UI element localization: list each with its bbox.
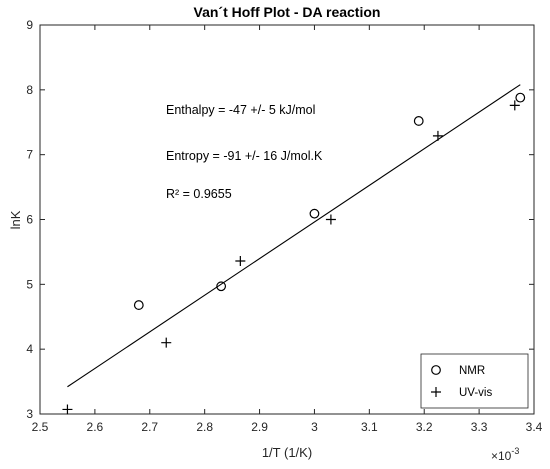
fit-line-group [67, 84, 521, 388]
x-axis-ticks: 2.5 2.6 2.7 2.8 2.9 3 3.1 3.2 3.3 3.4 [32, 25, 543, 434]
x-tick-label: 2.5 [32, 420, 49, 434]
y-axis-ticks: 3 4 5 6 7 8 9 [26, 18, 534, 421]
y-tick-label: 7 [26, 148, 33, 162]
x-tick-label: 3.3 [471, 420, 488, 434]
x-tick-label: 2.8 [196, 420, 213, 434]
x-axis-exponent-power: -3 [511, 446, 519, 456]
data-point-uv-vis [235, 255, 246, 266]
y-axis-label: lnK [8, 210, 23, 229]
y-tick-label: 5 [26, 277, 33, 291]
annotation-enthalpy: Enthalpy = -47 +/- 5 kJ/mol [166, 103, 315, 117]
fit-line [67, 84, 521, 388]
x-tick-label: 3 [311, 420, 318, 434]
x-tick-label: 2.9 [251, 420, 268, 434]
legend: NMR UV-vis [420, 353, 529, 409]
data-point-nmr [515, 92, 526, 103]
data-point-nmr [216, 281, 227, 292]
data-point-nmr [133, 300, 144, 310]
data-point-uv-vis [432, 130, 443, 141]
legend-label-uv-vis: UV-vis [459, 387, 492, 399]
data-points [62, 92, 526, 415]
data-point-uv-vis [161, 337, 172, 348]
y-tick-label: 9 [26, 18, 33, 32]
data-point-nmr [413, 116, 424, 126]
legend-box [420, 353, 529, 409]
x-tick-label: 3.4 [526, 420, 543, 434]
x-axis-exponent-base: ×10 [491, 449, 512, 463]
y-tick-label: 6 [26, 213, 33, 227]
x-tick-label: 2.6 [87, 420, 104, 434]
chart-title: Van´t Hoff Plot - DA reaction [194, 4, 381, 20]
y-tick-label: 3 [26, 407, 33, 421]
data-point-uv-vis [509, 100, 520, 111]
legend-label-nmr: NMR [459, 365, 485, 377]
data-point-nmr [309, 208, 320, 219]
y-tick-label: 8 [26, 83, 33, 97]
x-tick-label: 3.2 [416, 420, 433, 434]
annotation-r-squared: R² = 0.9655 [166, 187, 232, 201]
x-tick-label: 3.1 [361, 420, 378, 434]
x-tick-label: 2.7 [141, 420, 158, 434]
plot-area [39, 24, 535, 415]
legend-marker-nmr [431, 365, 441, 375]
x-axis-label: 1/T (1/K) [262, 445, 312, 460]
data-point-uv-vis [62, 404, 73, 415]
y-tick-label: 4 [26, 342, 33, 356]
annotation-entropy: Entropy = -91 +/- 16 J/mol.K [166, 149, 323, 163]
x-axis-exponent: ×10-3 [491, 446, 519, 463]
data-point-uv-vis [325, 214, 336, 225]
legend-marker-uv-vis [431, 387, 441, 397]
